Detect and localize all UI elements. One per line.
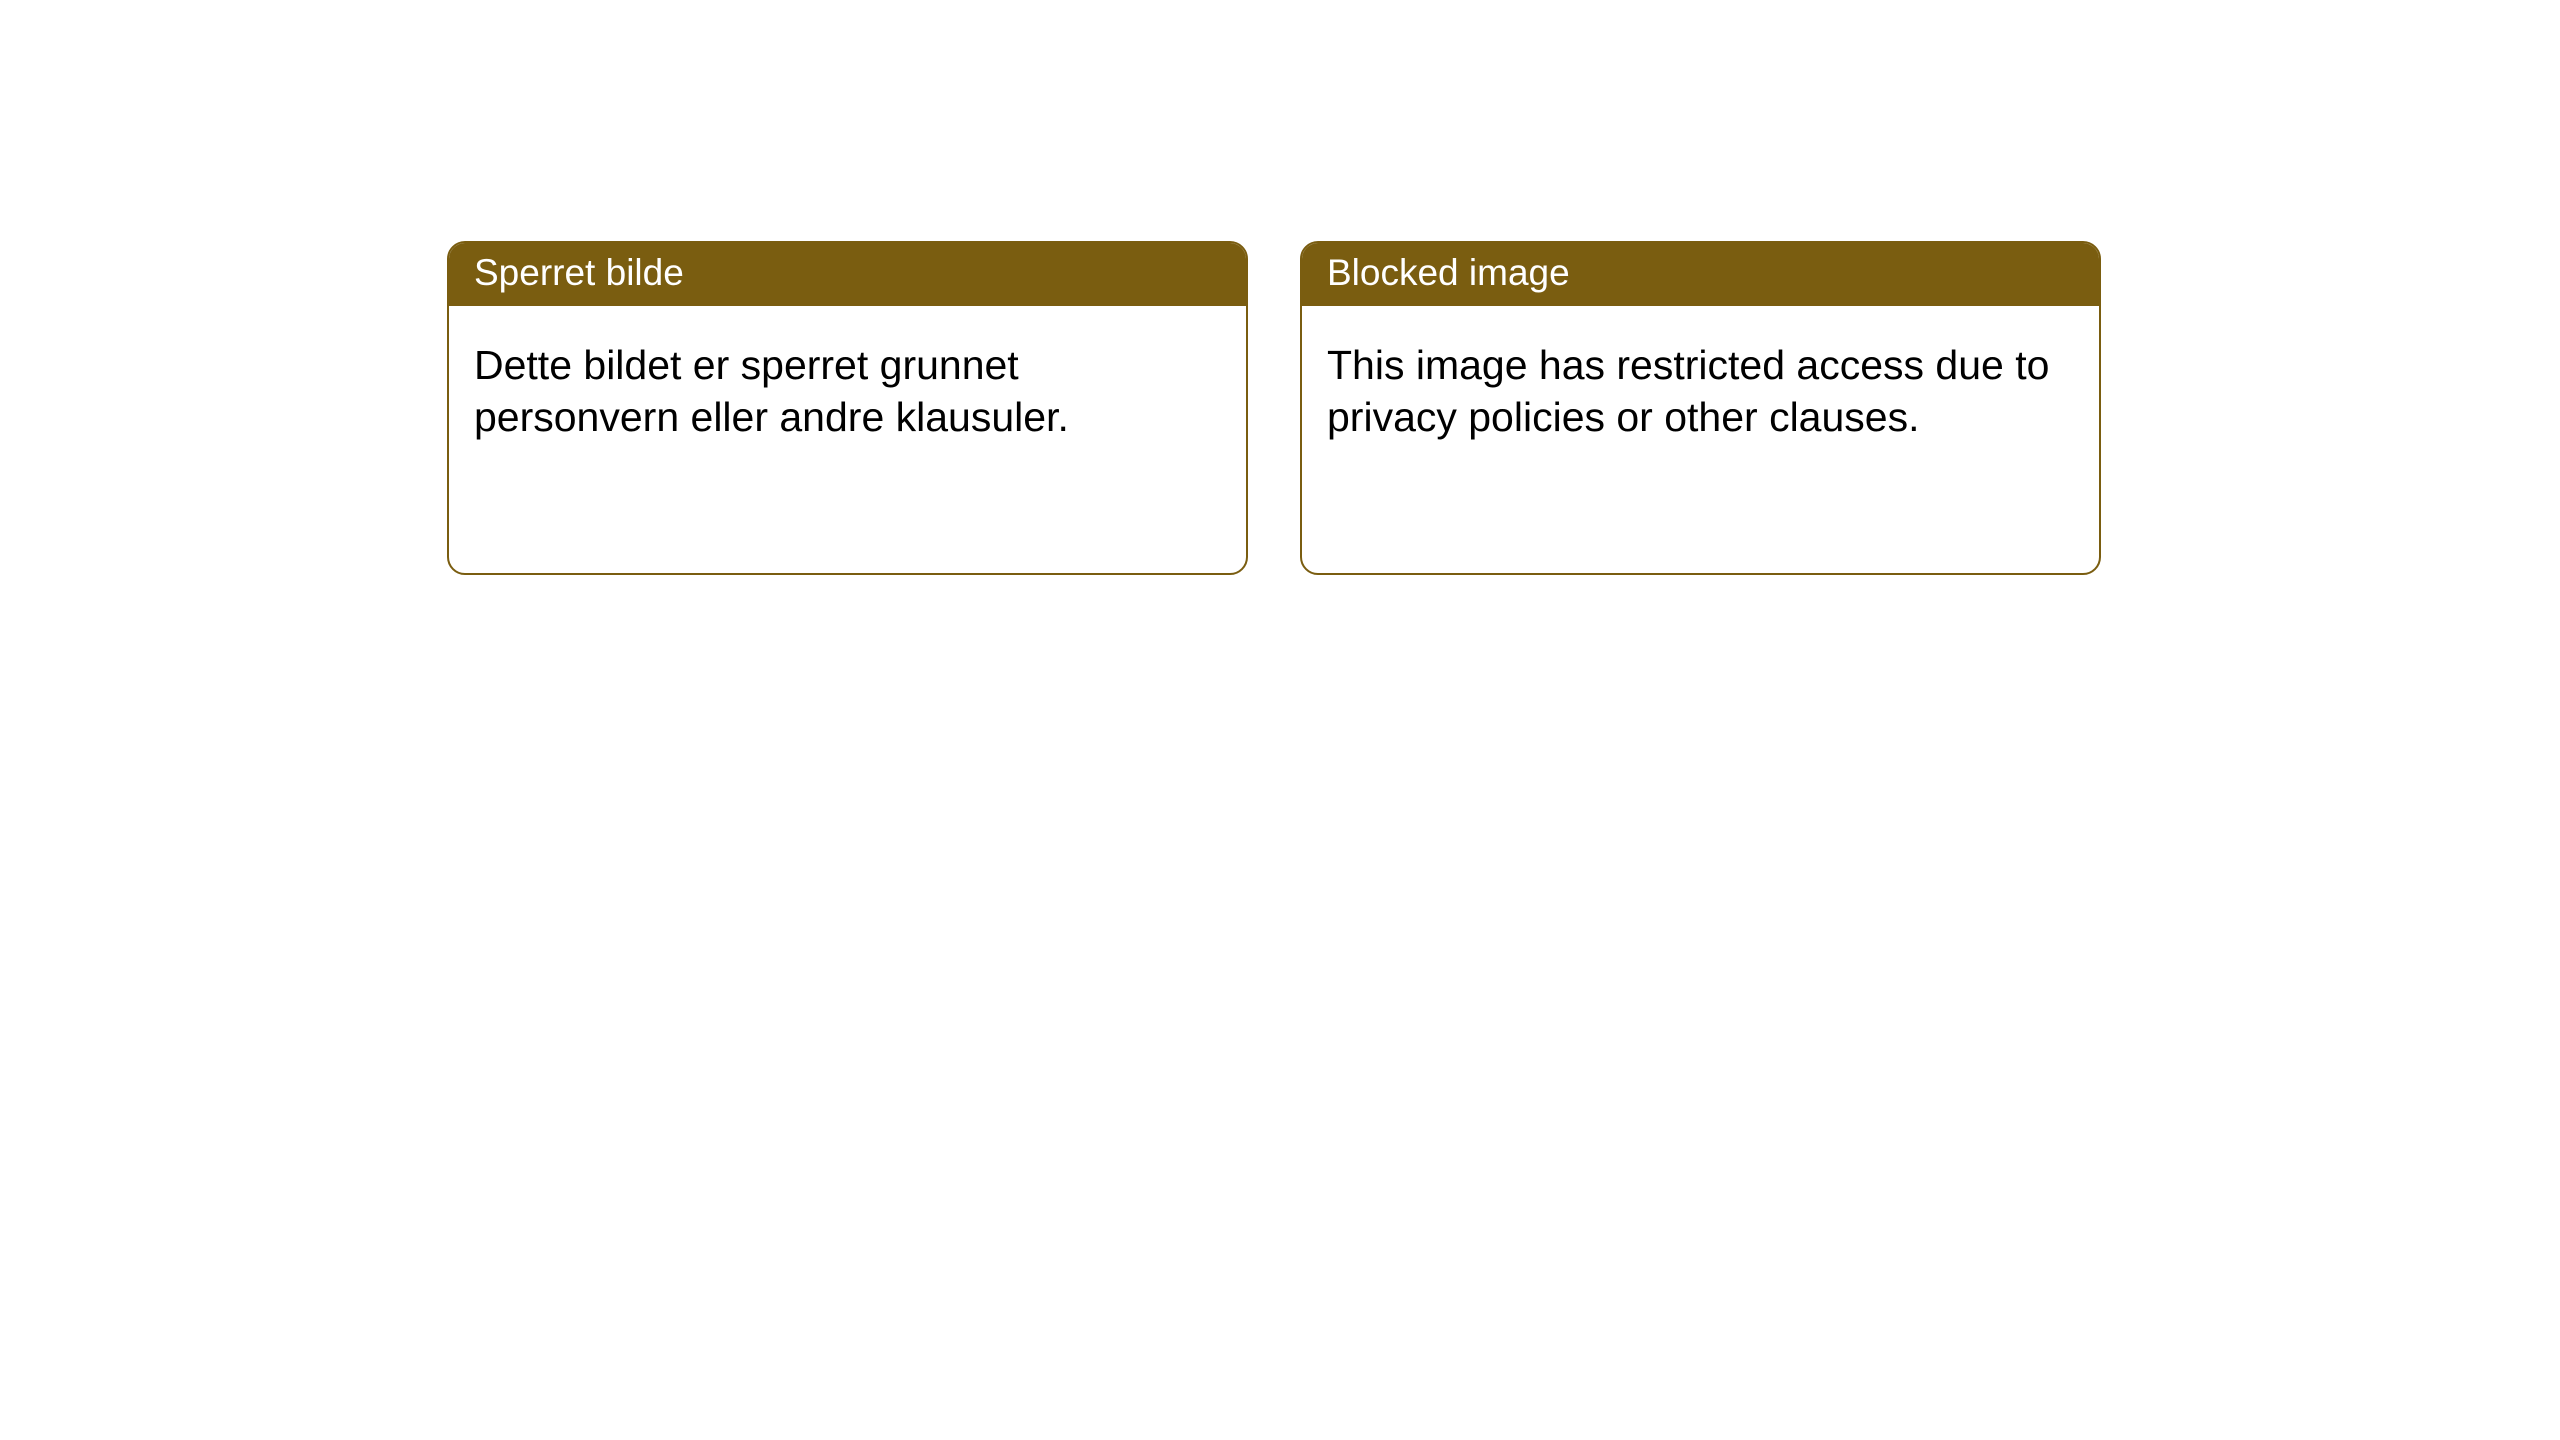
notice-title-en: Blocked image: [1302, 243, 2099, 306]
notice-card-no: Sperret bilde Dette bildet er sperret gr…: [447, 241, 1248, 575]
notice-container: Sperret bilde Dette bildet er sperret gr…: [0, 0, 2560, 575]
notice-body-no: Dette bildet er sperret grunnet personve…: [449, 306, 1246, 468]
notice-title-no: Sperret bilde: [449, 243, 1246, 306]
notice-card-en: Blocked image This image has restricted …: [1300, 241, 2101, 575]
notice-body-en: This image has restricted access due to …: [1302, 306, 2099, 468]
